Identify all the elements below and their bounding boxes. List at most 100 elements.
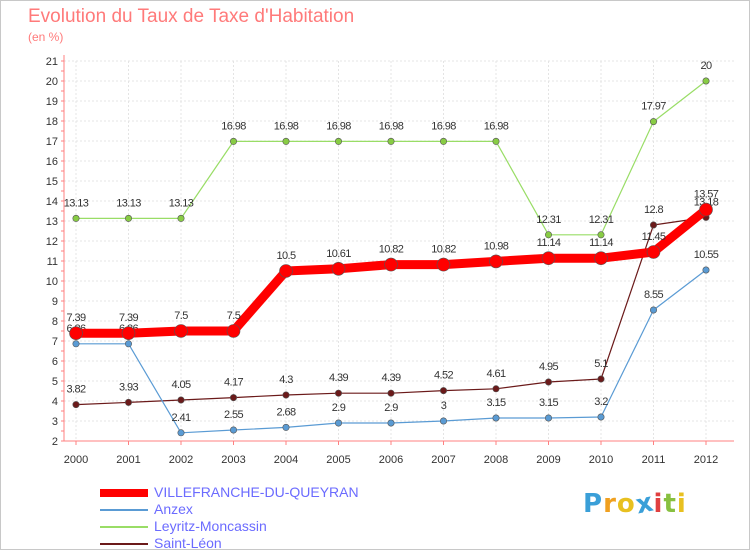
y-tick-label: 3 <box>52 416 58 428</box>
y-tick-label: 4 <box>52 396 58 408</box>
logo-letter: i <box>676 489 687 519</box>
data-point-saint-l-on <box>177 396 185 404</box>
data-point-saint-l-on <box>72 401 80 409</box>
data-label-villefranche-du-queyran: 13.57 <box>694 189 719 201</box>
data-point-villefranche-du-queyran <box>646 245 661 259</box>
logo-letter: P <box>583 489 604 519</box>
data-point-leyritz-moncassin <box>649 118 657 126</box>
data-label-villefranche-du-queyran: 11.14 <box>537 237 561 249</box>
y-tick-label: 12 <box>46 236 58 248</box>
data-label-leyritz-moncassin: 12.31 <box>589 214 614 226</box>
x-tick-label: 2001 <box>116 454 140 466</box>
y-tick-label: 9 <box>52 296 58 308</box>
data-point-leyritz-moncassin <box>702 77 710 85</box>
data-label-leyritz-moncassin: 13.13 <box>169 197 194 209</box>
y-tick-label: 18 <box>46 116 58 128</box>
data-point-leyritz-moncassin <box>282 137 290 145</box>
data-point-anzex <box>597 413 605 421</box>
data-label-leyritz-moncassin: 12.31 <box>536 214 561 226</box>
data-label-anzex: 2.41 <box>171 412 190 424</box>
x-tick-label: 2008 <box>484 454 508 466</box>
data-label-villefranche-du-queyran: 11.45 <box>642 231 666 243</box>
x-tick-label: 2002 <box>169 454 193 466</box>
legend-label: Anzex <box>154 501 193 517</box>
data-label-saint-l-on: 4.61 <box>486 368 505 380</box>
x-tick-label: 2012 <box>694 454 718 466</box>
data-point-anzex <box>544 414 552 422</box>
data-point-anzex <box>334 419 342 427</box>
x-tick-label: 2006 <box>379 454 403 466</box>
proxiti-logo: Proxiti <box>583 487 687 520</box>
y-tick-label: 19 <box>46 96 58 108</box>
data-point-villefranche-du-queyran <box>121 326 136 341</box>
data-point-leyritz-moncassin <box>597 231 605 239</box>
data-point-leyritz-moncassin <box>177 214 185 222</box>
data-label-leyritz-moncassin: 16.98 <box>274 120 299 132</box>
data-point-saint-l-on <box>125 398 133 406</box>
data-label-anzex: 2.68 <box>276 406 295 418</box>
data-label-villefranche-du-queyran: 11.14 <box>589 237 613 249</box>
data-label-saint-l-on: 4.39 <box>329 372 348 384</box>
data-point-leyritz-moncassin <box>72 214 80 222</box>
data-point-saint-l-on <box>282 391 290 399</box>
legend-label: Leyritz-Moncassin <box>154 518 267 534</box>
data-label-leyritz-moncassin: 17.97 <box>641 101 666 113</box>
data-label-villefranche-du-queyran: 7.5 <box>174 310 188 322</box>
data-point-saint-l-on <box>544 378 552 386</box>
data-label-saint-l-on: 4.95 <box>539 361 558 373</box>
data-point-villefranche-du-queyran <box>594 251 608 266</box>
data-point-villefranche-du-queyran <box>489 254 503 269</box>
x-tick-label: 2003 <box>221 454 245 466</box>
data-label-saint-l-on: 4.05 <box>171 379 190 391</box>
data-point-leyritz-moncassin <box>387 137 395 145</box>
x-tick-label: 2000 <box>64 454 88 466</box>
legend-label: Saint-Léon <box>154 535 222 551</box>
data-label-anzex: 3.2 <box>594 396 608 408</box>
data-point-villefranche-du-queyran <box>174 324 188 338</box>
data-label-villefranche-du-queyran: 10.61 <box>326 248 351 260</box>
data-label-villefranche-du-queyran: 7.39 <box>119 312 138 324</box>
data-label-saint-l-on: 3.93 <box>119 381 138 393</box>
data-label-anzex: 2.55 <box>224 409 243 421</box>
logo-letter: i <box>653 489 664 519</box>
chart-y-unit-label: (en %) <box>28 30 64 44</box>
data-point-villefranche-du-queyran <box>384 257 398 272</box>
data-label-villefranche-du-queyran: 10.82 <box>431 244 456 256</box>
legend-swatch <box>100 509 148 511</box>
data-label-villefranche-du-queyran: 7.39 <box>66 312 85 324</box>
data-label-villefranche-du-queyran: 10.82 <box>379 244 404 256</box>
data-point-saint-l-on <box>230 394 238 402</box>
data-label-saint-l-on: 3.82 <box>66 384 85 396</box>
data-point-saint-l-on <box>334 389 342 397</box>
y-tick-label: 15 <box>46 176 58 188</box>
data-point-anzex <box>72 340 80 348</box>
data-label-anzex: 2.9 <box>384 402 398 414</box>
y-tick-label: 5 <box>52 376 58 388</box>
legend-swatch <box>100 489 148 497</box>
data-point-anzex <box>125 340 133 348</box>
data-point-anzex <box>649 306 657 314</box>
data-label-leyritz-moncassin: 13.13 <box>116 197 141 209</box>
data-point-leyritz-moncassin <box>439 137 447 145</box>
y-tick-label: 17 <box>46 136 58 148</box>
x-tick-label: 2004 <box>274 454 298 466</box>
x-tick-label: 2005 <box>326 454 350 466</box>
y-tick-label: 11 <box>47 256 58 268</box>
y-tick-label: 2 <box>52 436 58 448</box>
y-tick-label: 8 <box>52 316 58 328</box>
y-tick-label: 14 <box>46 196 58 208</box>
data-point-saint-l-on <box>439 387 447 395</box>
data-point-leyritz-moncassin <box>334 137 342 145</box>
legend-swatch <box>100 526 148 528</box>
data-point-saint-l-on <box>492 385 500 393</box>
data-label-saint-l-on: 5.1 <box>594 358 608 370</box>
data-label-saint-l-on: 4.39 <box>381 372 400 384</box>
data-point-anzex <box>177 429 185 437</box>
data-label-anzex: 8.55 <box>644 289 663 301</box>
data-label-saint-l-on: 4.17 <box>224 377 243 389</box>
data-label-leyritz-moncassin: 16.98 <box>431 120 456 132</box>
y-tick-label: 10 <box>46 276 58 288</box>
data-label-villefranche-du-queyran: 10.5 <box>276 250 295 262</box>
